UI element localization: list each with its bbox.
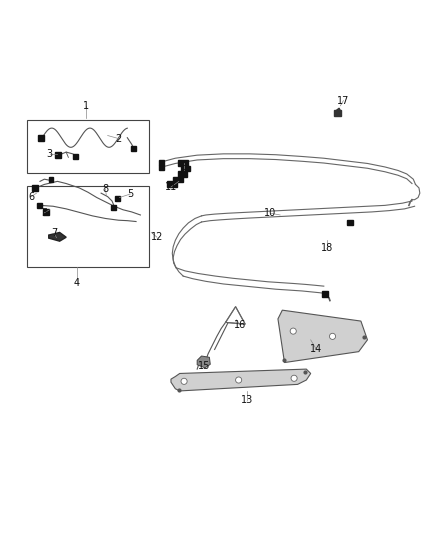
Polygon shape: [159, 160, 164, 165]
Polygon shape: [131, 146, 137, 151]
Polygon shape: [111, 205, 116, 210]
Text: 13: 13: [241, 394, 254, 405]
Text: 2: 2: [116, 134, 122, 143]
Text: 5: 5: [127, 189, 134, 199]
FancyBboxPatch shape: [27, 120, 149, 173]
Text: 12: 12: [151, 232, 163, 242]
Text: 3: 3: [46, 149, 53, 159]
Polygon shape: [322, 290, 328, 297]
Text: 10: 10: [265, 208, 277, 218]
Circle shape: [181, 378, 187, 384]
Polygon shape: [74, 154, 78, 159]
Polygon shape: [180, 166, 190, 171]
Circle shape: [236, 377, 242, 383]
Text: 14: 14: [310, 344, 322, 353]
Polygon shape: [171, 369, 311, 391]
Text: 8: 8: [102, 184, 109, 194]
Polygon shape: [178, 160, 188, 166]
Polygon shape: [173, 176, 183, 182]
Text: 1: 1: [83, 101, 89, 111]
Polygon shape: [42, 209, 49, 215]
Polygon shape: [115, 196, 120, 201]
Polygon shape: [177, 171, 187, 176]
Polygon shape: [38, 135, 44, 141]
Circle shape: [291, 375, 297, 381]
Polygon shape: [167, 181, 177, 187]
FancyBboxPatch shape: [27, 185, 149, 266]
Polygon shape: [335, 110, 341, 116]
Text: 18: 18: [321, 243, 333, 253]
Text: 6: 6: [28, 192, 34, 201]
Polygon shape: [49, 177, 53, 182]
Polygon shape: [278, 310, 367, 362]
Polygon shape: [37, 203, 42, 208]
Text: 7: 7: [51, 228, 57, 238]
Text: 16: 16: [234, 320, 246, 329]
Text: 17: 17: [337, 95, 350, 106]
Polygon shape: [32, 185, 38, 191]
Text: 15: 15: [198, 361, 210, 371]
Polygon shape: [347, 220, 353, 225]
Text: 5: 5: [41, 208, 47, 218]
Polygon shape: [56, 152, 61, 158]
Circle shape: [329, 333, 336, 340]
Text: 11: 11: [165, 182, 177, 192]
Text: 4: 4: [74, 278, 80, 288]
Polygon shape: [49, 232, 66, 241]
Circle shape: [290, 328, 296, 334]
Polygon shape: [197, 356, 210, 368]
Text: 9: 9: [181, 165, 187, 175]
Polygon shape: [159, 165, 164, 170]
